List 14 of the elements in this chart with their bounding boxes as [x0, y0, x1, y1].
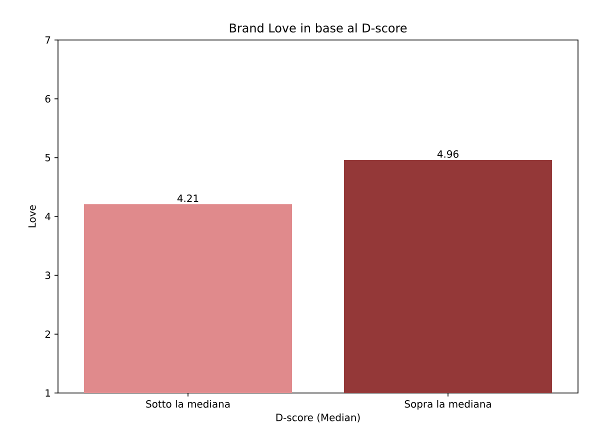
x-tick-label: Sopra la mediana — [404, 400, 491, 410]
x-tick-label: Sotto la mediana — [146, 400, 230, 408]
data-label: 4.96 — [437, 150, 458, 158]
y-tick-label: 6 — [45, 95, 50, 103]
y-tick-label: 3 — [45, 272, 50, 280]
x-axis-title: D-score (Median) — [276, 413, 360, 422]
y-tick-label: 4 — [45, 212, 50, 220]
y-tick-label: 1 — [46, 389, 50, 397]
y-tick-label: 2 — [45, 330, 50, 338]
data-label: 4.21 — [177, 194, 198, 202]
y-tick-label: 7 — [45, 36, 50, 44]
y-tick-label: 5 — [45, 154, 50, 162]
y-axis-title: Love — [28, 205, 36, 228]
chart-title: Brand Love in base al D-score — [230, 23, 407, 33]
